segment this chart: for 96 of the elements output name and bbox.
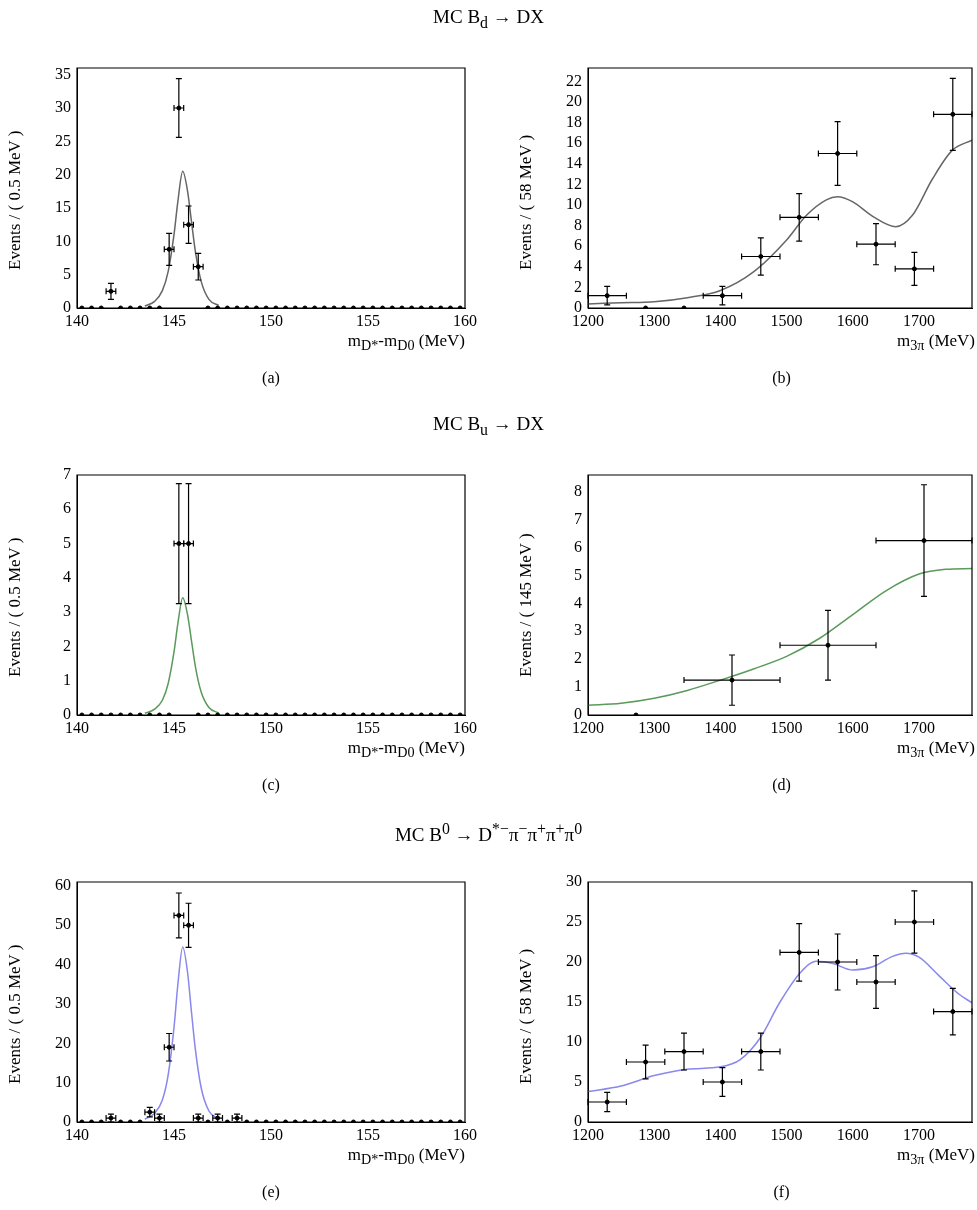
y-tick-label: 7 [63, 465, 71, 483]
y-tick-label: 4 [574, 593, 582, 611]
chart-title: MC B$^{0}$ → D$^{*−}$π$^{−}$π$^{+}$π$^{+}$π$^{0}$ [394, 820, 583, 846]
y-tick-label: 18 [566, 112, 582, 130]
text: (c) [261, 776, 281, 794]
x-tick-label: 1600 [836, 311, 869, 329]
x-tick-label: 1700 [903, 718, 936, 736]
line-series [588, 567, 972, 706]
x-tick-label: 1300 [638, 311, 671, 329]
y-tick-label: 5 [63, 264, 71, 282]
x-axis-title: m$_{3π}$ (MeV) [897, 1145, 975, 1169]
y-tick-label: 20 [55, 164, 71, 182]
y-tick-label: 30 [55, 98, 71, 116]
y-tick-label: 5 [63, 533, 71, 551]
y-tick-label: 5 [574, 565, 582, 583]
y-tick-label: 20 [566, 92, 582, 110]
y-tick-label: 3 [574, 621, 582, 639]
x-tick-label: 155 [356, 1125, 380, 1143]
y-tick-label: 30 [566, 872, 582, 890]
y-axis-title: Events / ( 145 MeV ) [516, 533, 536, 677]
x-tick-label: 145 [162, 1125, 186, 1143]
y-axis-title: Events / ( 0.5 MeV ) [5, 944, 25, 1084]
x-tick-label: 1600 [836, 718, 869, 736]
y-tick-label: 14 [566, 154, 582, 171]
y-tick-label: 6 [574, 537, 582, 555]
y-tick-label: 10 [566, 195, 582, 213]
x-tick-label: 155 [356, 311, 380, 329]
y-tick-label: 20 [566, 952, 582, 970]
y-tick-label: 30 [55, 994, 71, 1012]
y-tick-label: 8 [574, 215, 582, 233]
y-tick-label: 20 [55, 1033, 71, 1051]
y-tick-label: 3 [63, 602, 71, 620]
x-tick-label: 1300 [638, 1125, 671, 1143]
x-tick-label: 1400 [704, 311, 737, 329]
x-tick-label: 145 [162, 718, 186, 736]
x-tick-label: 1600 [836, 1125, 869, 1143]
y-tick-label: 25 [55, 131, 71, 149]
y-tick-label: 7 [574, 509, 582, 527]
x-tick-label: 1500 [770, 1125, 803, 1143]
x-axis-title: m$_{D*}$-m$_{D0}$ (MeV) [347, 331, 465, 355]
y-tick-label: 10 [566, 1032, 582, 1050]
chart-title: MC B$_{u}$ → DX [432, 413, 545, 439]
y-tick-label: 50 [55, 915, 71, 933]
line-series [588, 139, 972, 305]
y-tick-label: 6 [63, 499, 71, 517]
y-tick-label: 25 [566, 912, 582, 930]
x-tick-label: 150 [259, 718, 283, 736]
y-tick-label: 40 [55, 954, 71, 972]
y-tick-label: 1 [63, 670, 71, 688]
line-series [588, 952, 972, 1093]
y-axis-title: Events / ( 58 MeV ) [516, 134, 536, 270]
y-tick-label: 10 [55, 231, 71, 249]
y-tick-label: 1 [574, 677, 582, 695]
x-tick-label: 160 [453, 311, 477, 329]
x-axis-title: m$_{D*}$-m$_{D0}$ (MeV) [347, 738, 465, 762]
y-tick-label: 16 [566, 133, 582, 151]
y-axis-title: Events / ( 0.5 MeV ) [5, 537, 25, 677]
y-tick-label: 15 [566, 992, 582, 1010]
x-tick-label: 1500 [770, 311, 803, 329]
y-tick-label: 4 [63, 568, 71, 586]
x-tick-label: 1400 [704, 718, 737, 736]
y-tick-label: 8 [574, 481, 582, 499]
x-tick-label: 155 [356, 718, 380, 736]
x-tick-label: 1700 [903, 1125, 936, 1143]
x-tick-label: 150 [259, 311, 283, 329]
text: (a) [261, 369, 281, 387]
y-tick-label: 2 [63, 636, 71, 654]
y-tick-label: 2 [574, 649, 582, 667]
y-tick-label: 35 [55, 64, 71, 82]
x-axis-title: m$_{3π}$ (MeV) [897, 331, 975, 355]
y-axis-title: Events / ( 58 MeV ) [516, 948, 536, 1084]
x-axis-title: m$_{D*}$-m$_{D0}$ (MeV) [347, 1145, 465, 1169]
x-tick-label: 150 [259, 1125, 283, 1143]
x-tick-label: 1500 [770, 718, 803, 736]
x-tick-label: 145 [162, 311, 186, 329]
chart-title: MC B$_{d}$ → DX [432, 6, 545, 32]
y-tick-label: 12 [566, 174, 582, 192]
y-axis-title: Events / ( 0.5 MeV ) [5, 130, 25, 270]
y-tick-label: 6 [574, 236, 582, 254]
text: (e) [261, 1183, 281, 1201]
y-tick-label: 10 [55, 1072, 71, 1090]
x-tick-label: 1300 [638, 718, 671, 736]
text: (d) [771, 776, 792, 794]
y-tick-label: 2 [574, 277, 582, 295]
y-tick-label: 5 [574, 1072, 582, 1090]
x-axis-title: m$_{3π}$ (MeV) [897, 738, 975, 762]
x-tick-label: 1400 [704, 1125, 737, 1143]
text: (f) [772, 1183, 791, 1201]
y-tick-label: 22 [566, 71, 582, 89]
x-tick-label: 160 [453, 1125, 477, 1143]
x-tick-label: 160 [453, 718, 477, 736]
y-tick-label: 15 [55, 198, 71, 216]
text: (b) [771, 369, 792, 387]
y-tick-label: 4 [574, 257, 582, 274]
x-tick-label: 1700 [903, 311, 936, 329]
y-tick-label: 60 [55, 876, 71, 894]
